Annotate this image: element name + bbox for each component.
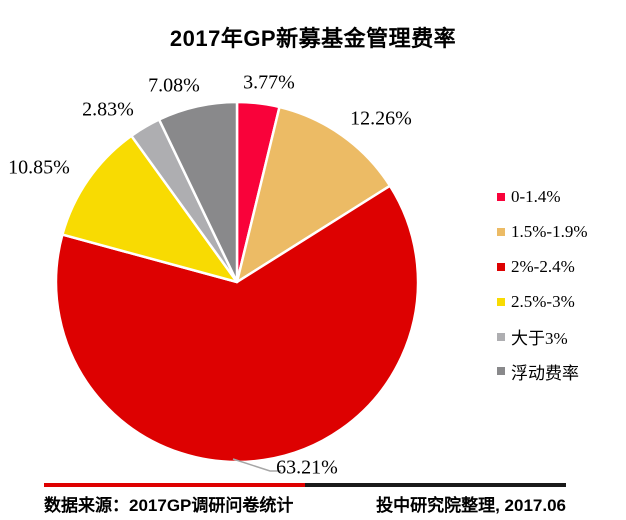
slice-value-label-5: 2.83% [82,98,134,121]
data-source-text: 数据来源：2017GP调研问卷统计 [44,496,294,515]
legend-item-5: 大于3% [497,319,587,354]
leader-line-icon [232,458,281,472]
slice-value-label-3: 63.21% [276,456,338,479]
footer-divider-black [305,483,566,487]
legend-label: 1.5%-1.9% [511,222,588,242]
legend-marker-icon [497,367,505,376]
credit-text: 投中研究院整理, 2017.06 [376,496,566,515]
chart-legend: 0-1.4% 1.5%-1.9% 2%-2.4% 2.5%-3% 大于3% 浮动费率 [497,180,587,389]
legend-marker-icon [497,262,505,271]
slice-value-label-4: 10.85% [8,156,70,179]
pie-slice-2 [235,105,392,284]
legend-label: 0-1.4% [511,187,561,207]
footer-divider-red [44,483,305,487]
slice-value-label-2: 12.26% [350,107,412,130]
pie-slice-6 [157,100,239,284]
legend-item-4: 2.5%-3% [497,284,587,319]
legend-item-6: 浮动费率 [497,354,587,389]
legend-marker-icon [497,193,505,202]
legend-item-3: 2%-2.4% [497,250,587,285]
pie-slice-3 [54,184,420,464]
slice-value-label-6: 7.08% [148,74,200,97]
legend-item-1: 0-1.4% [497,180,587,215]
legend-label: 2%-2.4% [511,256,575,276]
pie-slice-4 [61,134,239,284]
chart-title: 2017年GP新募基金管理费率 [169,26,457,51]
legend-label: 大于3% [511,329,568,349]
legend-item-2: 1.5%-1.9% [497,215,587,250]
legend-marker-icon [497,228,505,237]
legend-marker-icon [497,332,505,341]
legend-label: 2.5%-3% [511,291,575,311]
slice-value-label-1: 3.77% [243,71,295,94]
legend-marker-icon [497,297,505,306]
legend-label: 浮动费率 [511,363,579,383]
